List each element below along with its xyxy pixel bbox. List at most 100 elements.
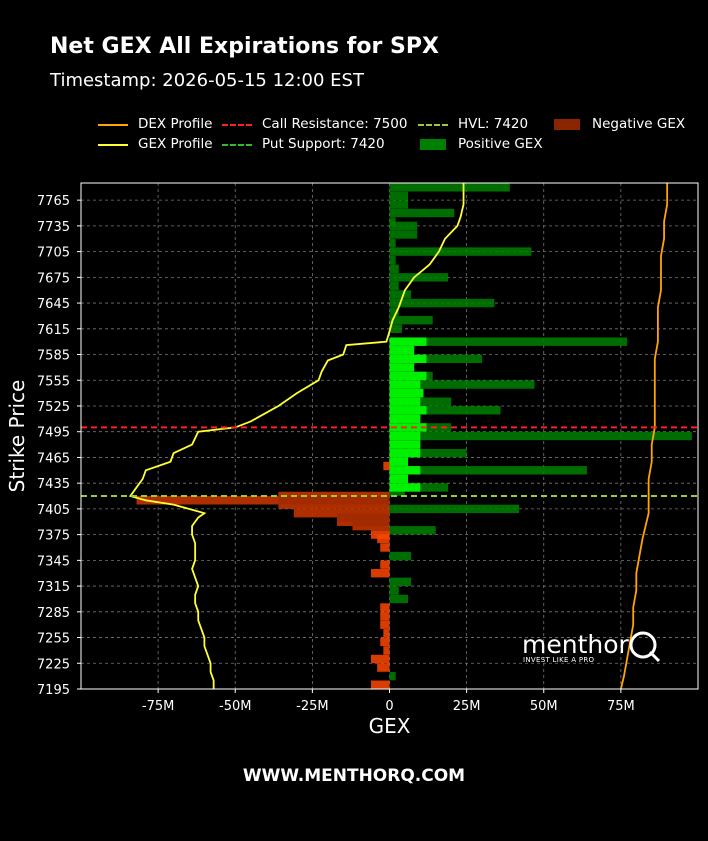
bar-negative-shade <box>337 517 390 526</box>
y-tick-label: 7465 <box>37 451 70 466</box>
x-axis-ticks: -75M -50M -25M 0 25M 50M 75M <box>142 689 635 714</box>
bar-positive-highlight <box>389 423 427 432</box>
bar-positive <box>389 191 409 201</box>
bar-negative-shade <box>293 508 390 518</box>
bar-negative-shade <box>278 500 390 509</box>
y-tick-label: 7615 <box>37 323 70 338</box>
footer-url: WWW.MENTHORQ.COM <box>242 766 466 786</box>
bar-positive-highlight <box>389 431 421 441</box>
bar-positive <box>389 298 495 308</box>
y-tick-label: 7765 <box>37 194 70 209</box>
y-tick-label: 7315 <box>37 580 70 595</box>
watermark-name: menthor <box>522 630 629 659</box>
legend-swatch-positive <box>420 139 446 150</box>
bar-negative-shade <box>136 496 390 505</box>
y-tick-label: 7255 <box>37 632 70 647</box>
bar-positive-highlight <box>389 466 421 475</box>
gex-chart: -75M -50M -25M 0 25M 50M 75M 77657735770576757… <box>5 182 699 738</box>
gex-bars <box>136 183 692 689</box>
bar-positive-highlight <box>389 397 421 406</box>
y-tick-label: 7675 <box>37 271 70 286</box>
bar-negative <box>377 534 390 544</box>
legend-label-negative: Negative GEX <box>592 116 686 132</box>
x-tick-label: 75M <box>607 699 635 714</box>
bar-positive <box>389 594 409 604</box>
y-tick-label: 7555 <box>37 374 70 389</box>
bar-negative <box>383 646 390 655</box>
y-axis-ticks: 7765 7735 7705 7675 7645 7615 7585 7555 7525 7495… <box>37 194 81 698</box>
bar-positive <box>389 230 418 239</box>
bar-positive-highlight <box>389 337 427 346</box>
chart-title: Net GEX All Expirations for SPX <box>50 34 439 59</box>
bar-positive <box>389 208 455 218</box>
bar-positive <box>389 337 628 346</box>
bar-positive <box>389 281 399 291</box>
bar-positive-highlight <box>389 371 427 381</box>
legend-swatch-gex <box>98 144 128 146</box>
bar-negative <box>380 620 390 629</box>
bar-positive-highlight <box>389 483 421 492</box>
bar-positive <box>389 183 510 192</box>
bar-positive <box>389 406 501 415</box>
bar-positive <box>389 264 399 273</box>
bar-positive <box>389 200 409 209</box>
level-lines <box>81 426 698 498</box>
y-tick-label: 7435 <box>37 477 70 492</box>
bar-positive <box>389 354 483 364</box>
x-tick-label: 0 <box>385 699 393 714</box>
legend-swatch-put-support <box>222 144 252 146</box>
bar-positive <box>389 324 402 333</box>
legend-label-gex: GEX Profile <box>138 136 213 152</box>
y-tick-label: 7285 <box>37 606 70 621</box>
y-tick-label: 7735 <box>37 220 70 235</box>
y-tick-label: 7495 <box>37 426 70 441</box>
gex-profile-line <box>128 183 465 689</box>
bar-positive <box>389 273 449 282</box>
q-logo-icon <box>629 631 661 663</box>
y-tick-label: 7645 <box>37 297 70 312</box>
bar-negative <box>377 663 390 672</box>
bar-positive-highlight <box>389 474 409 484</box>
bar-positive <box>389 586 399 595</box>
y-axis-label: Strike Price <box>5 380 29 493</box>
bar-positive-highlight <box>389 346 415 355</box>
bar-negative-shade <box>352 521 390 531</box>
bar-negative <box>383 629 390 638</box>
y-tick-label: 7585 <box>37 349 70 364</box>
bar-negative <box>370 569 390 578</box>
bar-positive-highlight <box>389 380 421 389</box>
legend-label-dex: DEX Profile <box>138 116 213 132</box>
bar-positive <box>389 671 396 681</box>
y-tick-label: 7225 <box>37 657 70 672</box>
bar-negative <box>380 611 390 621</box>
x-tick-label: -50M <box>219 699 251 714</box>
bar-positive-highlight <box>389 414 421 424</box>
bar-positive-highlight <box>389 457 409 466</box>
bar-positive <box>389 316 433 325</box>
bar-positive <box>389 238 396 248</box>
bar-positive-highlight <box>389 363 415 372</box>
bar-negative <box>383 461 390 471</box>
legend-label-put-support: Put Support: 7420 <box>262 136 385 152</box>
bar-positive <box>389 290 412 299</box>
x-tick-label: -75M <box>142 699 174 714</box>
bar-positive <box>389 307 399 316</box>
y-tick-label: 7345 <box>37 554 70 569</box>
bar-positive <box>389 217 396 226</box>
x-tick-label: -25M <box>296 699 328 714</box>
legend-swatch-hvl <box>418 124 448 126</box>
dex-profile-line <box>619 183 669 690</box>
bar-negative <box>380 543 390 552</box>
y-tick-label: 7405 <box>37 503 70 518</box>
bar-positive <box>389 380 535 389</box>
bar-negative-shade <box>337 513 390 522</box>
bar-positive-highlight <box>389 406 427 415</box>
legend-swatch-dex <box>98 124 128 126</box>
y-tick-label: 7195 <box>37 683 70 698</box>
bar-negative <box>370 530 390 539</box>
bar-positive <box>389 577 412 586</box>
y-tick-label: 7705 <box>37 246 70 261</box>
bar-positive <box>389 255 396 265</box>
bar-positive-highlight <box>389 440 421 449</box>
legend-swatch-call-resistance <box>222 124 252 126</box>
